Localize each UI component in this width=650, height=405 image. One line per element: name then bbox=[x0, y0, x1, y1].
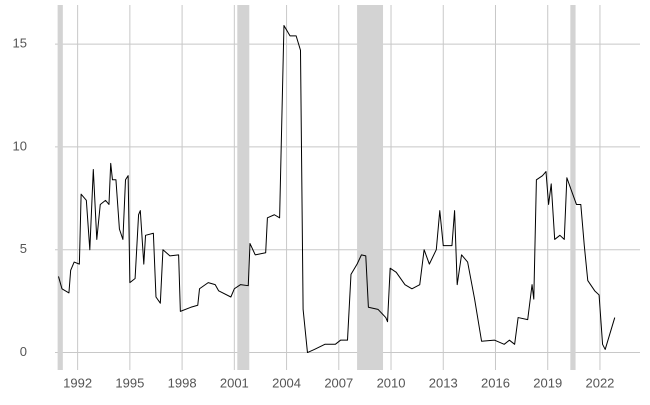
x-tick-label: 2004 bbox=[272, 375, 301, 390]
x-tick-label: 2016 bbox=[481, 375, 510, 390]
x-tick-label: 2022 bbox=[585, 375, 614, 390]
recession-band bbox=[570, 5, 576, 370]
x-tick-label: 1998 bbox=[168, 375, 197, 390]
x-tick-label: 2001 bbox=[220, 375, 249, 390]
y-tick-label: 15 bbox=[13, 36, 27, 51]
recession-band bbox=[357, 5, 384, 370]
x-tick-label: 2007 bbox=[324, 375, 353, 390]
y-tick-label: 0 bbox=[20, 344, 27, 359]
recession-band bbox=[57, 5, 63, 370]
y-tick-label: 5 bbox=[20, 241, 27, 256]
y-tick-label: 10 bbox=[13, 138, 27, 153]
x-tick-label: 2010 bbox=[377, 375, 406, 390]
x-tick-label: 2013 bbox=[429, 375, 458, 390]
data-line bbox=[57, 25, 616, 354]
x-tick-label: 1992 bbox=[63, 375, 92, 390]
x-tick-label: 1995 bbox=[115, 375, 144, 390]
x-tick-label: 2019 bbox=[533, 375, 562, 390]
recession-band bbox=[237, 5, 250, 370]
